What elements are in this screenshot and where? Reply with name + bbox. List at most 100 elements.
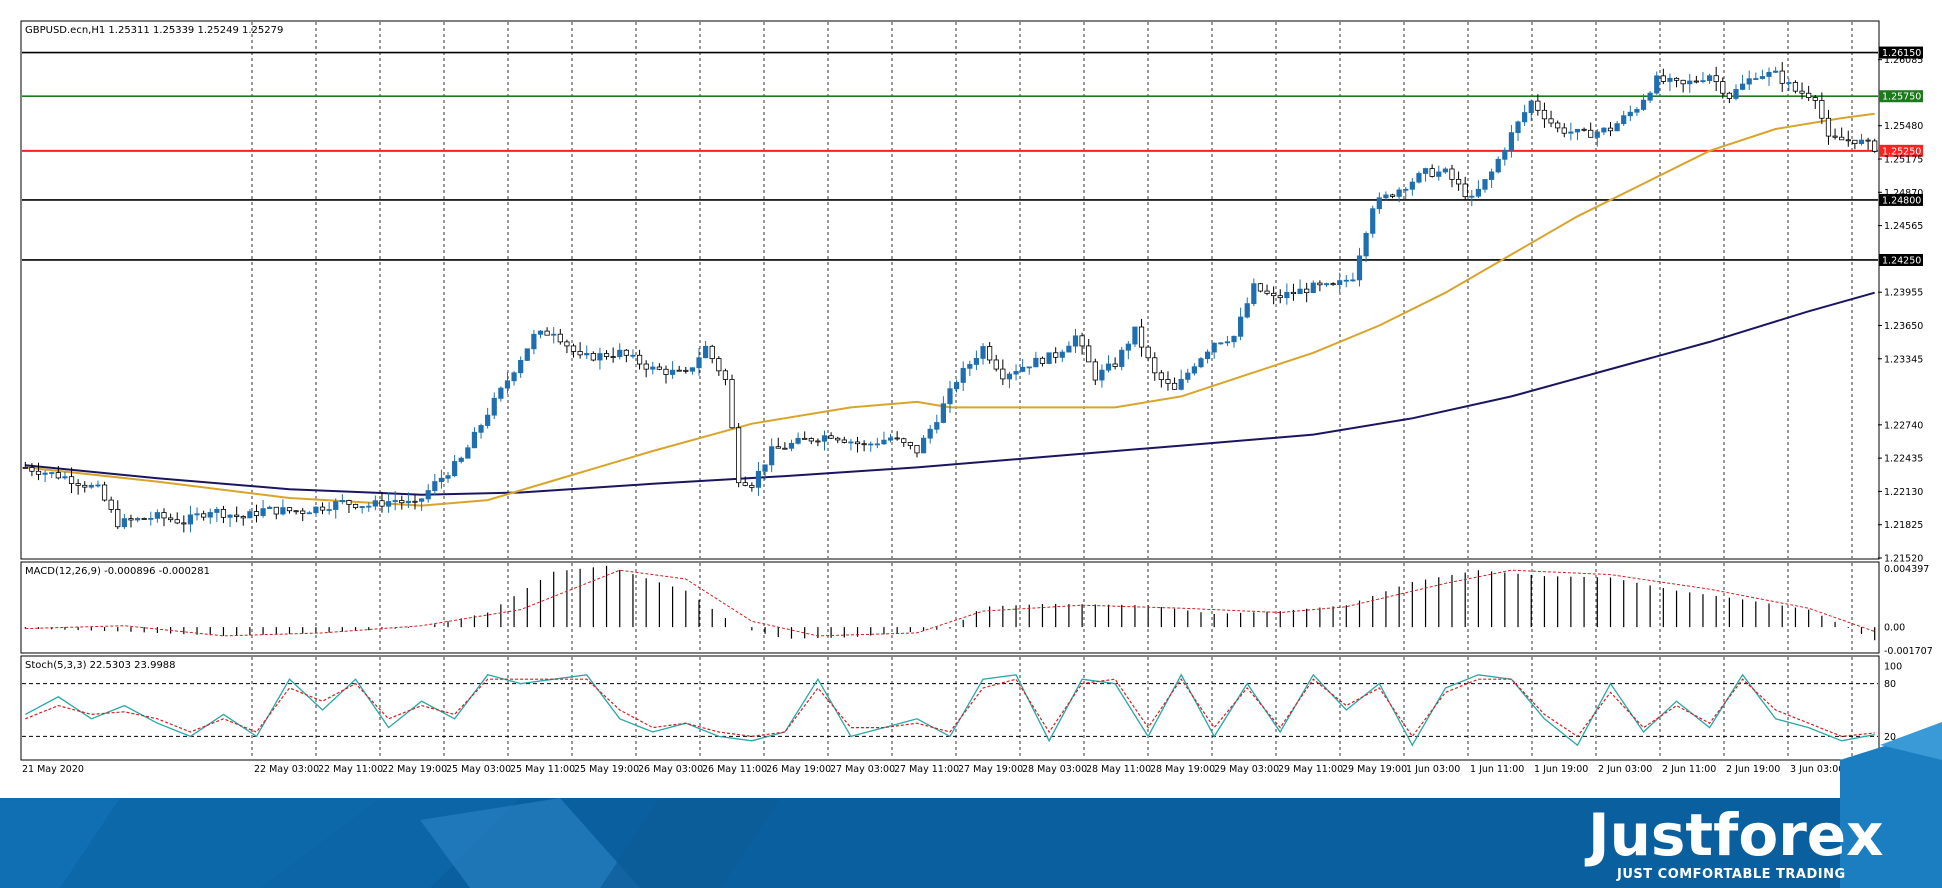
candle-body: [1317, 282, 1323, 286]
candle-body: [557, 333, 563, 343]
time-tick-label: 29 May 19:00: [1342, 764, 1407, 775]
candle-body: [352, 503, 359, 509]
candle-body: [1006, 373, 1013, 380]
candle-body: [1072, 335, 1079, 347]
candle-body: [1152, 357, 1158, 374]
candle-body: [709, 345, 715, 359]
candle-body: [802, 437, 808, 440]
candle-body: [306, 512, 312, 515]
candle-body: [914, 445, 920, 454]
candle-body: [194, 513, 200, 516]
candle-body: [471, 431, 478, 449]
candle-body: [445, 475, 451, 479]
candle-body: [1271, 292, 1277, 297]
candle-body: [544, 330, 550, 336]
candle-body: [551, 333, 557, 336]
candle-body: [1568, 131, 1574, 134]
candle-body: [1832, 135, 1838, 138]
price-tick-label: 1.22130: [1884, 487, 1923, 498]
candle-body: [1079, 335, 1085, 347]
candle-body: [1244, 303, 1250, 318]
candle-body: [1383, 194, 1389, 199]
level-tag-label: 1.24250: [1882, 255, 1921, 266]
candle-body: [333, 501, 339, 510]
candle-body: [617, 349, 623, 358]
price-tick-label: 1.21825: [1884, 520, 1923, 531]
candle-body: [1238, 316, 1244, 337]
candle-body: [134, 518, 141, 521]
candle-body: [1039, 357, 1046, 364]
candle-body: [1647, 92, 1653, 101]
candle-body: [1792, 82, 1799, 92]
candle-body: [788, 442, 795, 449]
candle-body: [927, 428, 933, 439]
candle-body: [1482, 179, 1488, 190]
candle-body: [782, 447, 788, 450]
candle-body: [1053, 352, 1059, 358]
candle-body: [108, 499, 114, 510]
main-panel-frame: [20, 20, 1880, 560]
candle-body: [663, 368, 669, 375]
candle-body: [1211, 342, 1217, 353]
candle-body: [861, 443, 867, 446]
candle-body: [736, 427, 742, 484]
fast-moving-average-line: [25, 112, 1875, 507]
price-tick-label: 1.23345: [1884, 354, 1923, 365]
candle-body: [385, 501, 392, 507]
candle-body: [1779, 70, 1785, 84]
candle-body: [1640, 99, 1647, 110]
candle-body: [689, 367, 696, 372]
candle-body: [42, 472, 48, 475]
macd-tick-label: 0.004397: [1884, 564, 1929, 575]
candle-body: [1581, 128, 1587, 131]
candle-body: [1555, 122, 1561, 129]
candle-body: [775, 446, 781, 449]
macd-histogram: [24, 565, 1876, 641]
candle-body: [1416, 173, 1422, 183]
stoch-main-line: [24, 673, 1875, 747]
candle-body: [1548, 118, 1554, 124]
candle-body: [1475, 188, 1481, 197]
candle-body: [485, 414, 491, 426]
candle-body: [1171, 382, 1178, 390]
candle-body: [1706, 75, 1713, 82]
candle-body: [1621, 115, 1627, 125]
candle-body: [22, 466, 28, 469]
macd-signal-line: [25, 569, 1875, 637]
candle-body: [1680, 79, 1686, 85]
candle-body: [49, 472, 55, 474]
candle-body: [280, 507, 286, 515]
candle-body: [1469, 195, 1475, 198]
candle-body: [1191, 366, 1197, 374]
candle-body: [1290, 291, 1297, 295]
stoch-tick-label: 100: [1884, 662, 1902, 673]
candle-body: [366, 505, 372, 508]
candle-body: [848, 441, 854, 444]
candle-body: [722, 370, 729, 380]
candle-body: [1376, 197, 1382, 210]
candle-body: [1462, 183, 1468, 198]
candle-body: [1059, 351, 1065, 358]
level-tag: [1879, 46, 1923, 59]
candle-body: [1773, 70, 1779, 73]
time-tick-label: 2 Jun 03:00: [1598, 764, 1652, 775]
slow-moving-average-line: [25, 291, 1875, 496]
candle-body: [603, 353, 610, 357]
candle-body: [815, 440, 821, 443]
candle-body: [1105, 363, 1112, 371]
candle-body: [1759, 76, 1766, 79]
candle-body: [1231, 335, 1237, 343]
candle-body: [1323, 283, 1330, 286]
candle-body: [894, 437, 900, 440]
candle-body: [1138, 326, 1145, 348]
candle-body: [1601, 127, 1607, 133]
candle-body: [148, 517, 154, 520]
macd-series: [24, 565, 1876, 641]
time-tick-label: 25 May 03:00: [446, 764, 511, 775]
macd-axis: 0.004397 0.00 -0.001707: [1884, 564, 1933, 657]
candle-body: [993, 359, 999, 370]
candle-body: [207, 512, 213, 518]
candle-body: [841, 439, 847, 443]
level-tag: [1879, 90, 1923, 103]
candle-body: [1020, 366, 1026, 372]
